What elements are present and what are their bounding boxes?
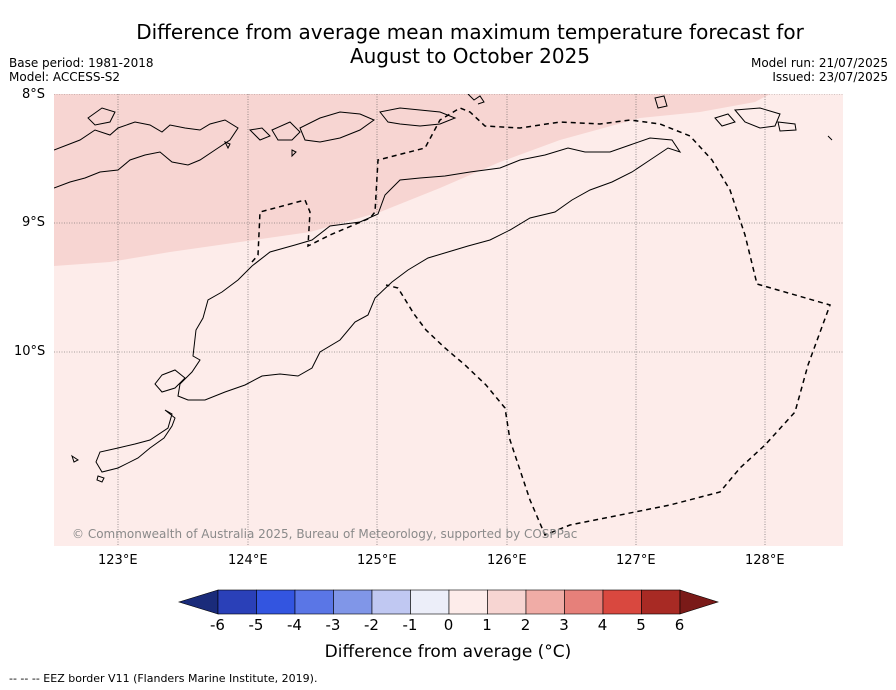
lon-label-125e: 125°E	[357, 553, 397, 568]
colorbar-label: Difference from average (°C)	[324, 642, 572, 662]
colorbar-tick-label: -1	[402, 616, 418, 634]
eez-legend-note: -- -- -- EEZ border V11 (Flanders Marine…	[9, 672, 318, 685]
meta-left: Base period: 1981-2018 Model: ACCESS-S2	[9, 56, 154, 84]
copyright-notice: © Commonwealth of Australia 2025, Bureau…	[72, 527, 578, 541]
issued-date: Issued: 23/07/2025	[772, 70, 888, 84]
colorbar-tick-label: 4	[597, 616, 608, 634]
colorbar-swatch	[256, 589, 296, 615]
model-name: Model: ACCESS-S2	[9, 70, 121, 84]
colorbar-swatch	[294, 589, 334, 615]
colorbar-tick-label: 3	[559, 616, 569, 634]
colorbar-tick-label: 2	[520, 616, 531, 634]
colorbar-swatch	[217, 589, 257, 615]
colorbar-swatch	[564, 589, 604, 615]
forecast-region-high	[54, 94, 770, 266]
colorbar-swatch	[371, 589, 411, 615]
lat-label-8s: 8°S	[22, 87, 46, 102]
eez-border	[251, 107, 831, 536]
colorbar-swatch	[602, 589, 642, 615]
colorbar-swatch	[641, 589, 681, 615]
colorbar-swatch	[410, 589, 450, 615]
map-title: Difference from average mean maximum tem…	[90, 20, 850, 68]
lon-label-127e: 127°E	[616, 553, 656, 568]
meta-right: Model run: 21/07/2025 Issued: 23/07/2025	[751, 56, 888, 84]
map-title-line2: August to October 2025	[349, 44, 591, 68]
base-period: Base period: 1981-2018	[9, 56, 154, 70]
colorbar-swatch	[333, 589, 373, 615]
lon-label-124e: 124°E	[228, 553, 268, 568]
colorbar-tick-label: 1	[482, 616, 492, 634]
lon-label-126e: 126°E	[487, 553, 527, 568]
colorbar-tick-label: -2	[364, 616, 379, 634]
lat-label-10s: 10°S	[14, 344, 46, 359]
colorbar-swatch	[487, 589, 527, 615]
model-run: Model run: 21/07/2025	[750, 56, 888, 70]
map-title-line1: Difference from average mean maximum tem…	[136, 20, 804, 44]
lon-label-128e: 128°E	[745, 553, 785, 568]
colorbar-tick-label: 6	[674, 616, 685, 634]
lat-label-9s: 9°S	[22, 215, 46, 230]
colorbar-extend-high	[679, 589, 719, 615]
colorbar-ticks: -6 -5 -4 -3 -2 -1 0 1 2 3 4 5 6	[0, 616, 896, 636]
colorbar	[177, 589, 719, 615]
colorbar-swatch	[448, 589, 488, 615]
colorbar-tick-label: -3	[325, 616, 341, 634]
colorbar-extend-low	[177, 589, 219, 615]
colorbar-tick-label: 5	[636, 616, 646, 634]
colorbar-tick-label: -6	[210, 616, 225, 634]
colorbar-tick-label: 0	[443, 616, 454, 634]
colorbar-swatch	[525, 589, 565, 615]
lon-label-123e: 123°E	[98, 553, 138, 568]
coastlines	[54, 94, 833, 483]
colorbar-tick-label: -5	[248, 616, 264, 634]
colorbar-tick-label: -4	[287, 616, 302, 634]
